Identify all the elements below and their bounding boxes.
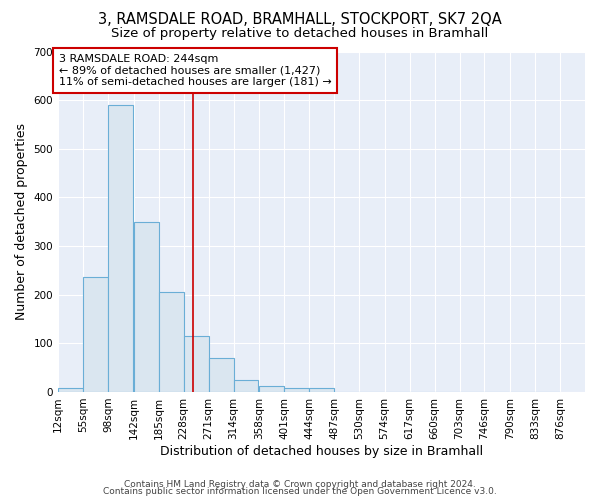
Text: Contains HM Land Registry data © Crown copyright and database right 2024.: Contains HM Land Registry data © Crown c… <box>124 480 476 489</box>
Bar <box>233 380 259 392</box>
Bar <box>158 292 184 392</box>
Bar <box>134 222 158 392</box>
Bar <box>184 336 209 392</box>
Bar <box>58 388 83 392</box>
X-axis label: Distribution of detached houses by size in Bramhall: Distribution of detached houses by size … <box>160 444 483 458</box>
Text: Size of property relative to detached houses in Bramhall: Size of property relative to detached ho… <box>112 28 488 40</box>
Bar <box>284 388 309 392</box>
Bar <box>309 388 334 392</box>
Bar <box>83 276 108 392</box>
Text: 3 RAMSDALE ROAD: 244sqm
← 89% of detached houses are smaller (1,427)
11% of semi: 3 RAMSDALE ROAD: 244sqm ← 89% of detache… <box>59 54 331 87</box>
Bar <box>259 386 284 392</box>
Bar <box>209 358 233 392</box>
Text: 3, RAMSDALE ROAD, BRAMHALL, STOCKPORT, SK7 2QA: 3, RAMSDALE ROAD, BRAMHALL, STOCKPORT, S… <box>98 12 502 28</box>
Text: Contains public sector information licensed under the Open Government Licence v3: Contains public sector information licen… <box>103 488 497 496</box>
Bar <box>108 105 133 392</box>
Y-axis label: Number of detached properties: Number of detached properties <box>15 123 28 320</box>
